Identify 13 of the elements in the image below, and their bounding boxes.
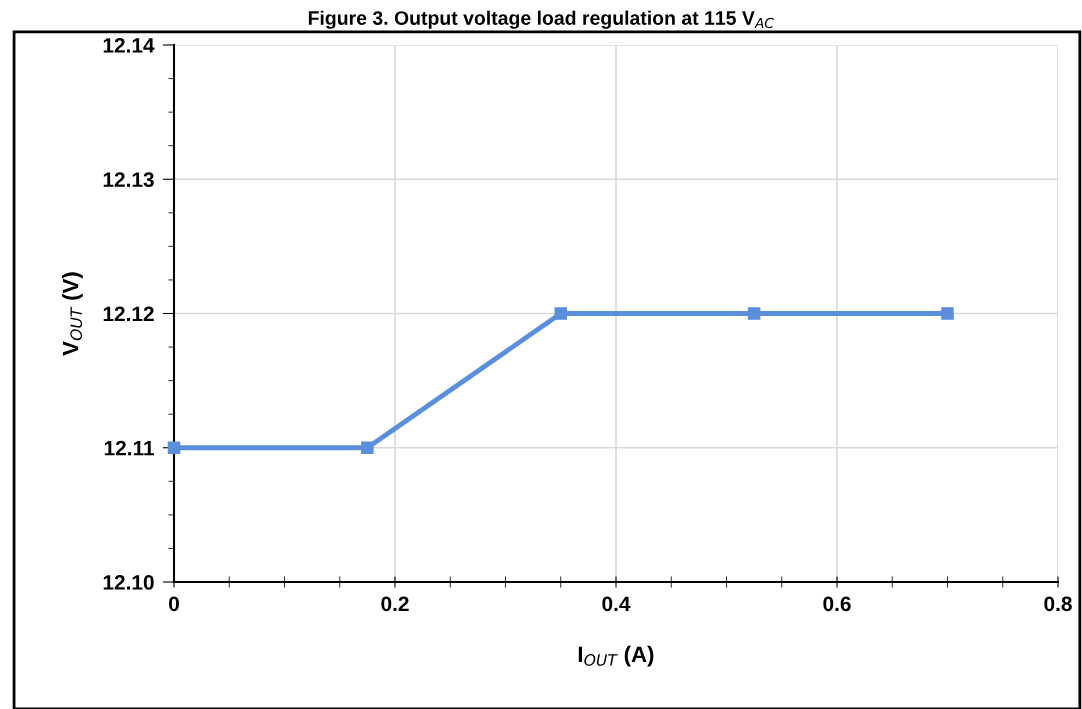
y-tick-label: 12.12 [103, 306, 154, 322]
y-tick-label: 12.11 [104, 440, 154, 456]
y-tick-label: 12.10 [103, 575, 154, 590]
x-tick-label: 0.2 [381, 596, 409, 612]
x-tick-label: 0.6 [823, 596, 851, 612]
x-axis-title: I$_{OUT}$ (A) [578, 645, 654, 667]
y-axis-title: V$_{OUT}$ (V) [62, 272, 83, 356]
x-tick-label: 0.8 [1044, 596, 1072, 612]
x-tick-label: 0 [169, 596, 179, 612]
chart-title: Figure 3. Output voltage load regulation at 115 V$_{AC}$ [308, 10, 774, 29]
x-tick-label: 0.4 [602, 596, 631, 612]
y-tick-label: 12.13 [103, 172, 154, 188]
y-tick-label: 12.14 [103, 38, 155, 53]
